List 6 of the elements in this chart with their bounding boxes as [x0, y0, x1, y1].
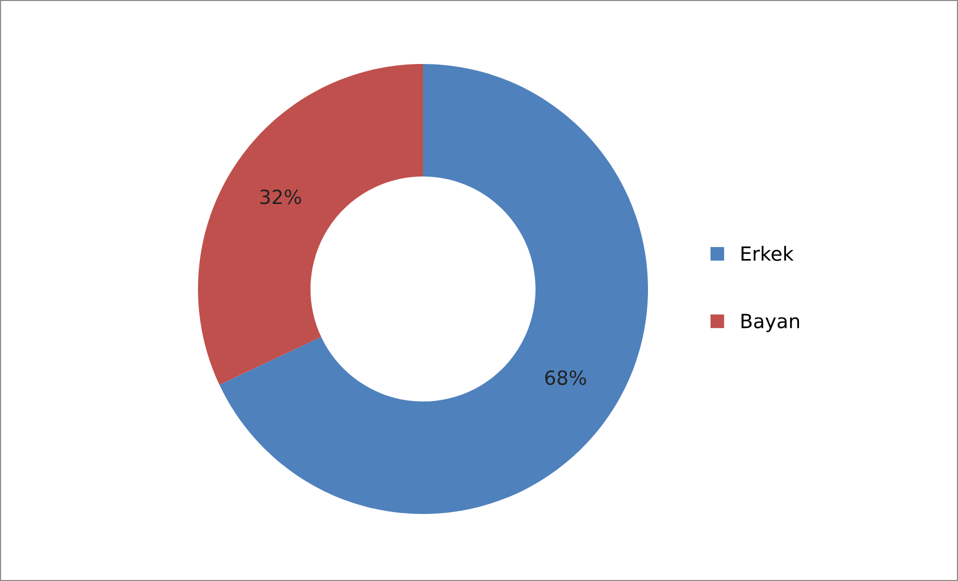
donut-slice	[219, 64, 648, 514]
donut-slice	[198, 64, 423, 385]
legend-label: Erkek	[742, 246, 794, 261]
legend-label: Bayan	[742, 314, 800, 332]
data-label: 32%	[260, 190, 302, 204]
data-label: 68%	[545, 370, 586, 386]
